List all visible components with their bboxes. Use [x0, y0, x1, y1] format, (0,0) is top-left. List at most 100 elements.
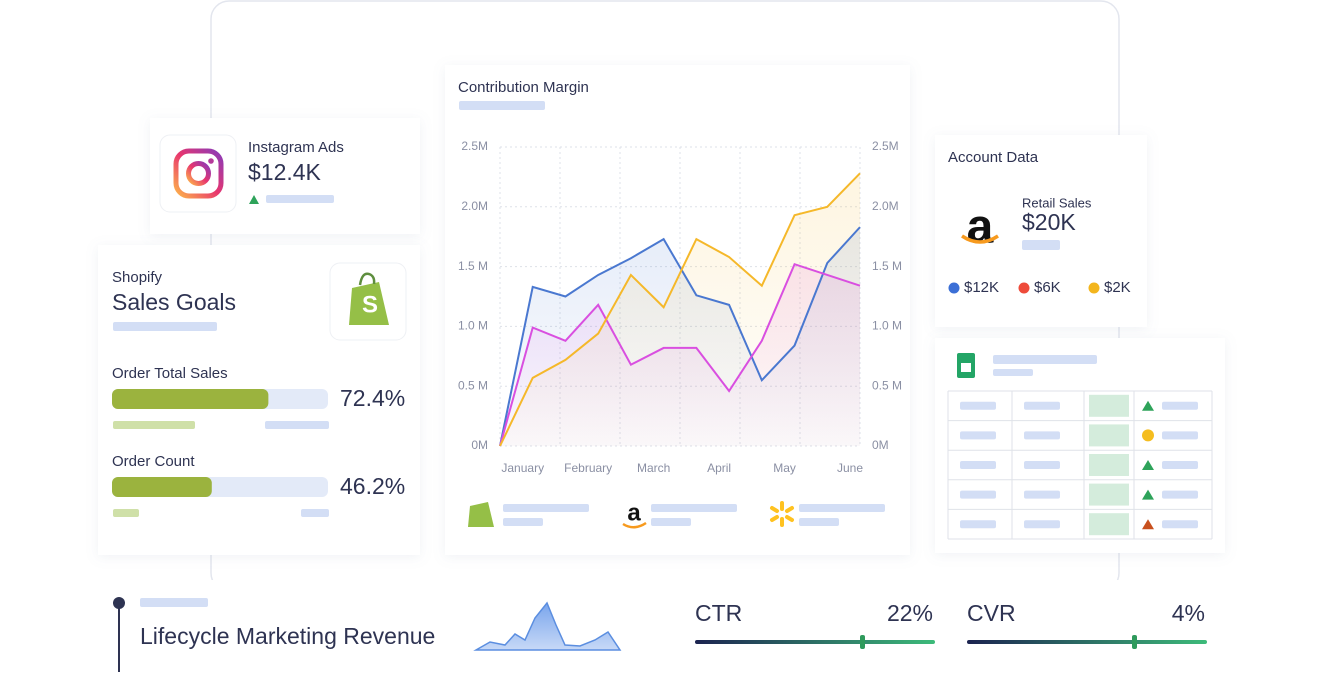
amazon-icon: a	[967, 201, 994, 254]
y2-tick-label: 1.0 M	[872, 319, 902, 333]
metric-label: Retail Sales	[1022, 195, 1092, 210]
kpi-name: CVR	[967, 600, 1016, 626]
placeholder	[1022, 240, 1060, 250]
goal-bar	[112, 389, 269, 409]
status-icon	[1142, 489, 1154, 500]
x-tick-label: January	[501, 461, 544, 475]
walmart-icon	[770, 501, 794, 527]
up-icon	[249, 195, 259, 204]
placeholder	[113, 322, 217, 331]
placeholder	[799, 504, 885, 512]
goal-value: 46.2%	[340, 473, 405, 499]
goal-label: Order Total Sales	[112, 365, 228, 382]
line	[499, 226, 861, 447]
instagram-icon	[186, 161, 211, 186]
placeholder	[1162, 461, 1198, 469]
shopify-icon: S	[362, 291, 378, 318]
kpi-marker	[1132, 635, 1137, 649]
status-icon	[1142, 400, 1154, 411]
placeholder	[140, 598, 208, 607]
placeholder	[1089, 454, 1129, 476]
y2-tick-label: 1.5 M	[872, 259, 902, 273]
sheets-icon	[961, 363, 971, 372]
card-title: Account Data	[948, 149, 1039, 166]
y2-tick-label: 0.5 M	[872, 378, 902, 392]
card-label: Shopify	[112, 269, 163, 286]
y-tick-label: 2.5M	[461, 139, 488, 153]
placeholder	[266, 195, 334, 203]
placeholder	[651, 504, 737, 512]
placeholder	[503, 518, 543, 526]
placeholder	[651, 518, 691, 526]
shopify-icon	[468, 502, 494, 527]
y-tick-label: 1.5 M	[458, 259, 488, 273]
instagram-icon	[208, 158, 214, 164]
placeholder	[301, 509, 329, 517]
placeholder	[1089, 483, 1129, 506]
metric-value: $20K	[1022, 209, 1076, 235]
goal-value: 72.4%	[340, 385, 405, 411]
status-icon	[1142, 519, 1154, 530]
x-tick-label: May	[773, 461, 796, 475]
goal-bar	[112, 477, 212, 497]
status-icon	[1142, 429, 1154, 442]
sparkline	[473, 601, 622, 651]
legend-label: $2K	[1104, 279, 1131, 296]
placeholder	[1024, 431, 1060, 440]
account-card	[935, 135, 1147, 327]
placeholder	[960, 520, 996, 529]
line	[499, 262, 861, 447]
placeholder	[265, 421, 329, 429]
lifecycle-title: Lifecycle Marketing Revenue	[140, 623, 435, 649]
card-title: Instagram Ads	[248, 139, 344, 156]
line	[499, 172, 861, 447]
legend-dot	[1018, 282, 1030, 294]
instagram-icon	[173, 148, 224, 199]
placeholder	[993, 355, 1097, 364]
x-tick-label: June	[837, 461, 863, 475]
y2-tick-label: 0M	[872, 438, 889, 452]
kpi-marker	[860, 635, 865, 649]
timeline-dot	[113, 597, 125, 609]
placeholder	[960, 401, 996, 410]
placeholder	[1162, 490, 1198, 499]
placeholder	[799, 518, 839, 526]
icon-box	[159, 134, 237, 213]
bottom-strip	[98, 580, 1238, 672]
y-tick-label: 2.0M	[461, 199, 488, 213]
kpi-bar	[695, 640, 935, 644]
y2-tick-label: 2.5M	[872, 139, 899, 153]
x-tick-label: April	[707, 461, 731, 475]
kpi-value: 22%	[887, 600, 933, 626]
amazon-icon	[961, 234, 999, 244]
shopify-icon	[358, 272, 376, 286]
shopify-icon	[349, 282, 389, 325]
card-value: $12.4K	[248, 159, 322, 185]
placeholder	[960, 461, 996, 469]
placeholder	[1089, 394, 1129, 417]
placeholder	[960, 431, 996, 440]
kpi-name: CTR	[695, 600, 742, 626]
card-title: Sales Goals	[112, 289, 236, 315]
kpi-bar	[967, 640, 1207, 644]
chart-title: Contribution Margin	[458, 79, 589, 96]
placeholder	[113, 509, 139, 517]
goal-label: Order Count	[112, 453, 195, 470]
placeholder	[459, 101, 545, 110]
x-tick-label: February	[564, 461, 612, 475]
placeholder	[1024, 520, 1060, 529]
placeholder	[1024, 490, 1060, 499]
placeholder	[1024, 401, 1060, 410]
placeholder	[1089, 513, 1129, 536]
amazon-icon: a	[627, 499, 641, 526]
placeholder	[1162, 520, 1198, 529]
y-tick-label: 0.5 M	[458, 378, 488, 392]
legend-dot	[1088, 282, 1100, 294]
placeholder	[1089, 424, 1129, 447]
y2-tick-label: 2.0M	[872, 199, 899, 213]
y-tick-label: 0M	[471, 438, 488, 452]
kpi-value: 4%	[1172, 600, 1205, 626]
sheet-card	[935, 338, 1225, 553]
placeholder	[503, 504, 589, 512]
